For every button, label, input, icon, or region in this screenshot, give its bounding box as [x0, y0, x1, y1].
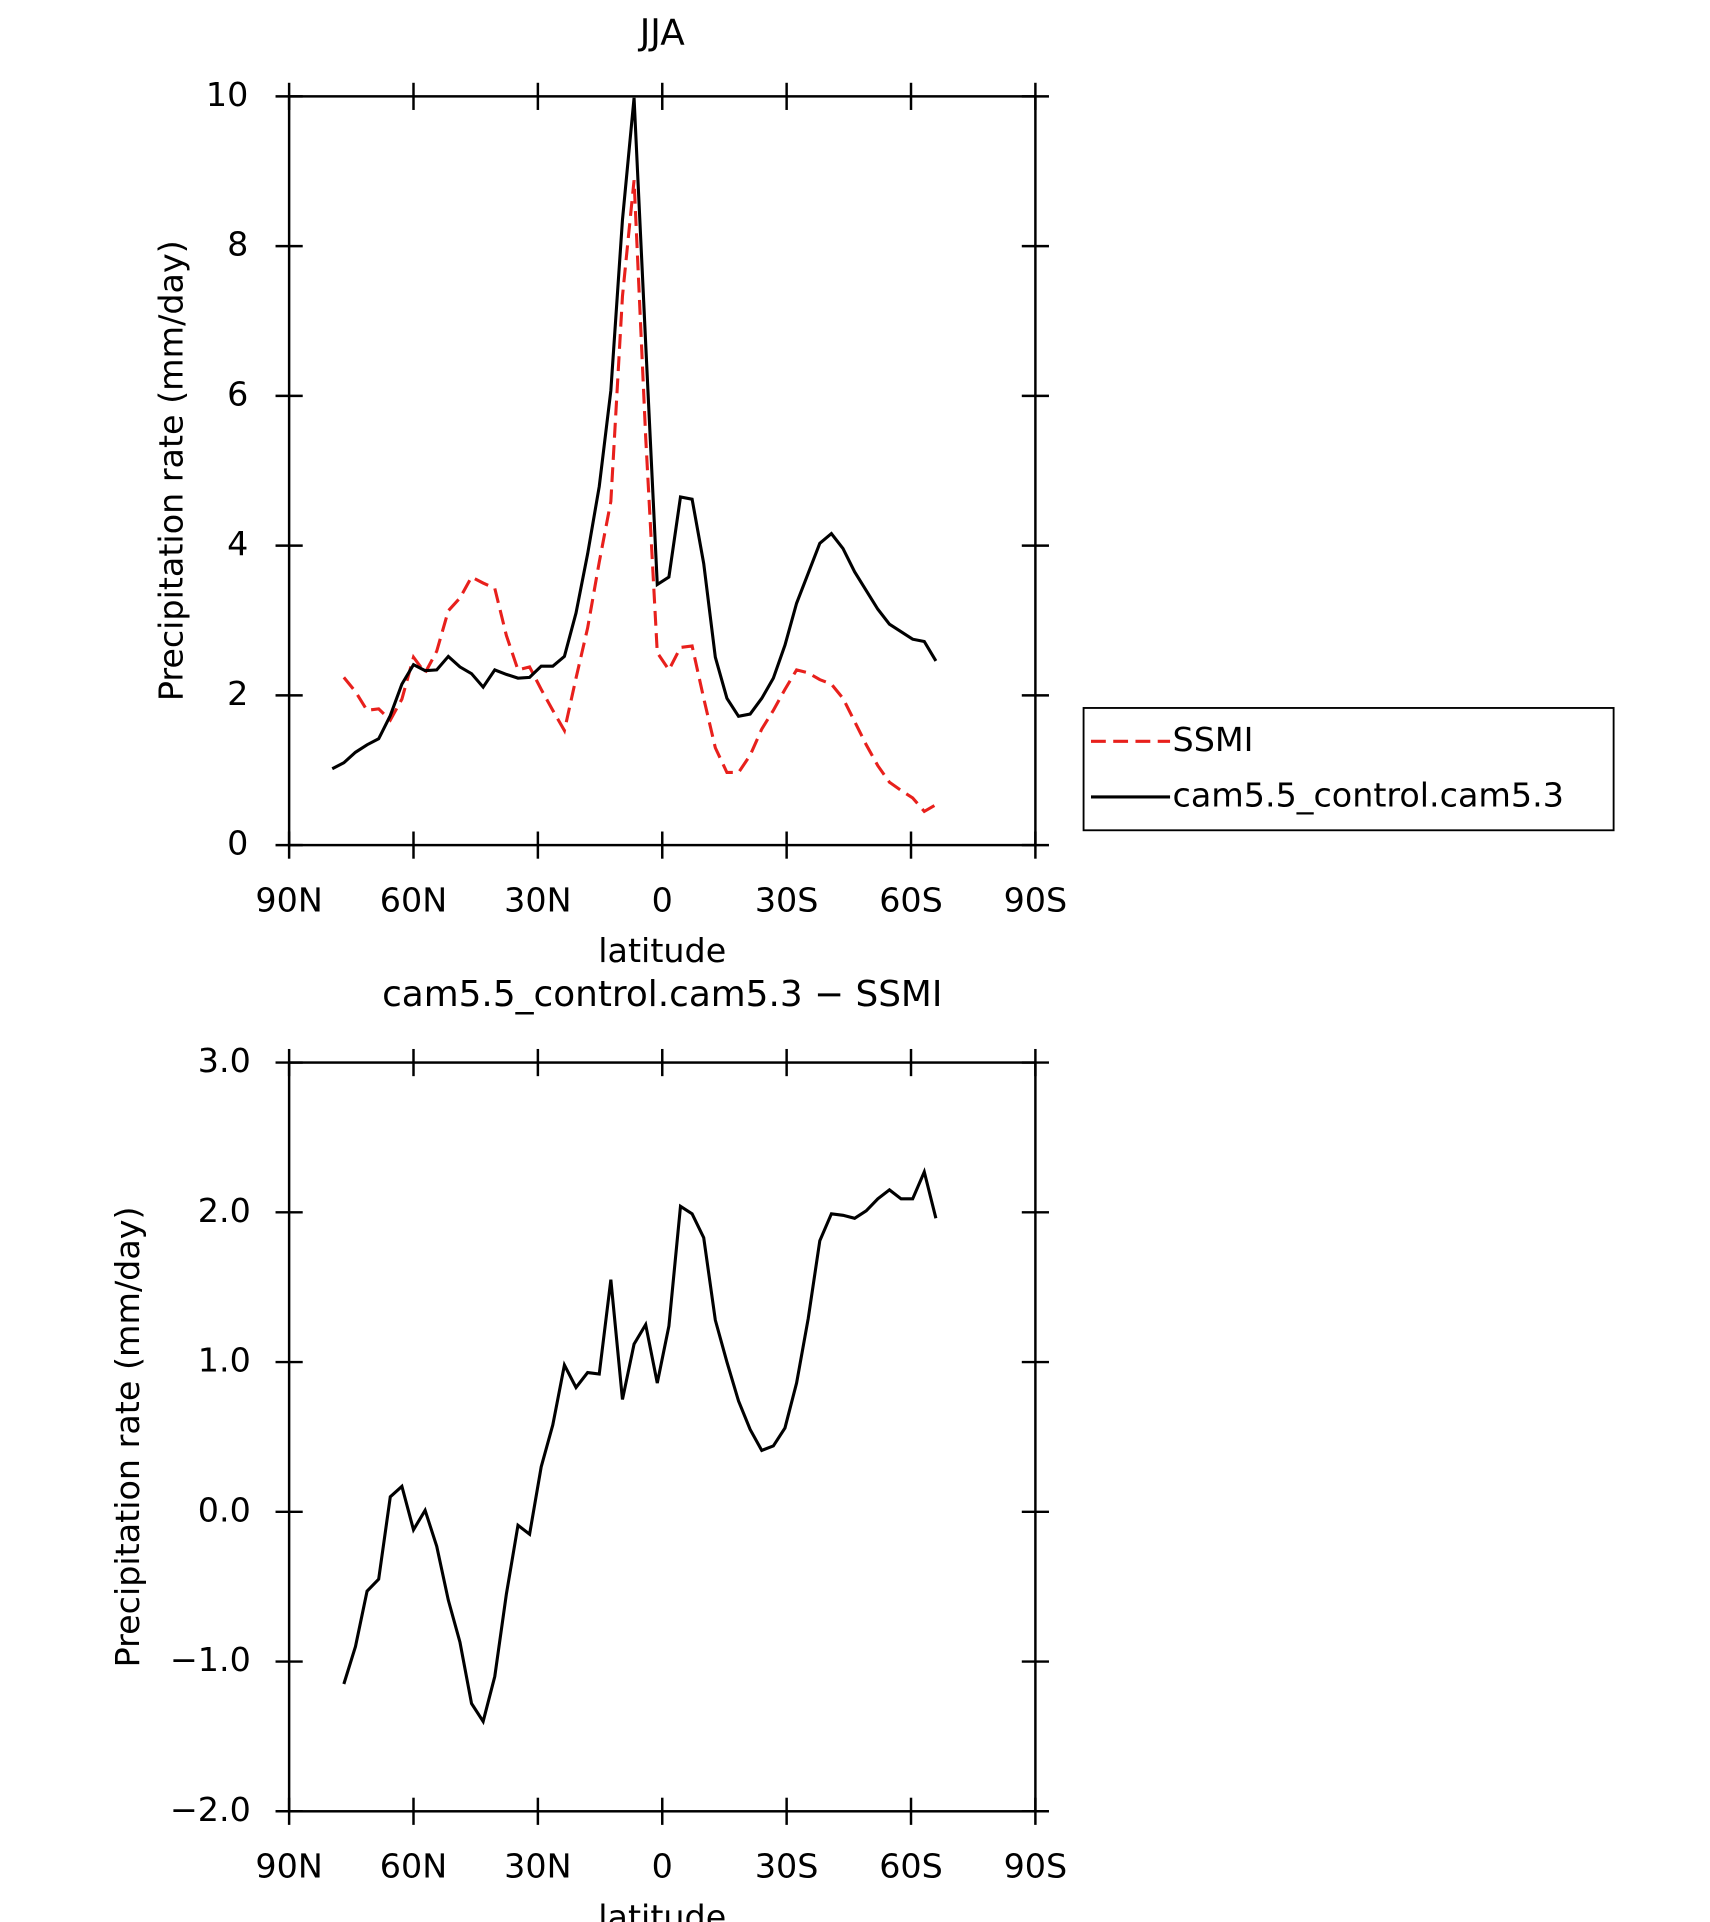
- x-tick-label: 30S: [755, 1847, 819, 1886]
- y-tick-label: −2.0: [170, 1790, 251, 1829]
- x-tick-label: 90N: [255, 880, 322, 919]
- y-tick-label: 0.0: [198, 1490, 251, 1529]
- x-tick-label: 30S: [755, 880, 819, 919]
- y-tick-label: 1.0: [198, 1341, 251, 1380]
- y-axis-label: Precipitation rate (mm/day): [108, 1206, 147, 1667]
- y-axis-label: Precipitation rate (mm/day): [151, 240, 190, 701]
- chart-title: JJA: [638, 13, 686, 54]
- legend-box: [1082, 707, 1615, 832]
- y-tick-label: −1.0: [170, 1640, 251, 1679]
- plot-frame: [287, 95, 1037, 847]
- x-tick-label: 0: [652, 1847, 673, 1886]
- x-tick-label: 60S: [879, 880, 943, 919]
- x-tick-label: 60N: [380, 1847, 447, 1886]
- y-tick-label: 8: [227, 225, 248, 264]
- x-axis-label: latitude: [598, 931, 726, 970]
- x-tick-label: 90S: [1004, 1847, 1068, 1886]
- y-tick-label: 0: [227, 824, 248, 863]
- series-line: [331, 97, 938, 771]
- legend-label: SSMI: [1173, 720, 1254, 759]
- x-tick-label: 60N: [380, 880, 447, 919]
- x-tick-label: 0: [652, 880, 673, 919]
- legend-label: cam5.5_control.cam5.3: [1173, 775, 1564, 814]
- y-tick-label: 2.0: [198, 1191, 251, 1230]
- chart-title: cam5.5_control.cam5.3 − SSMI: [382, 974, 942, 1015]
- x-tick-label: 90S: [1004, 880, 1068, 919]
- y-tick-label: 3.0: [198, 1041, 251, 1080]
- x-tick-label: 90N: [255, 1847, 322, 1886]
- x-tick-label: 30N: [504, 880, 571, 919]
- x-tick-label: 30N: [504, 1847, 571, 1886]
- y-tick-label: 10: [206, 75, 248, 114]
- x-axis-label: latitude: [598, 1897, 726, 1922]
- y-tick-label: 4: [227, 524, 248, 563]
- x-tick-label: 60S: [879, 1847, 943, 1886]
- series-line: [342, 180, 937, 814]
- y-tick-label: 2: [227, 674, 248, 713]
- series-line: [342, 1167, 938, 1726]
- y-tick-label: 6: [227, 374, 248, 413]
